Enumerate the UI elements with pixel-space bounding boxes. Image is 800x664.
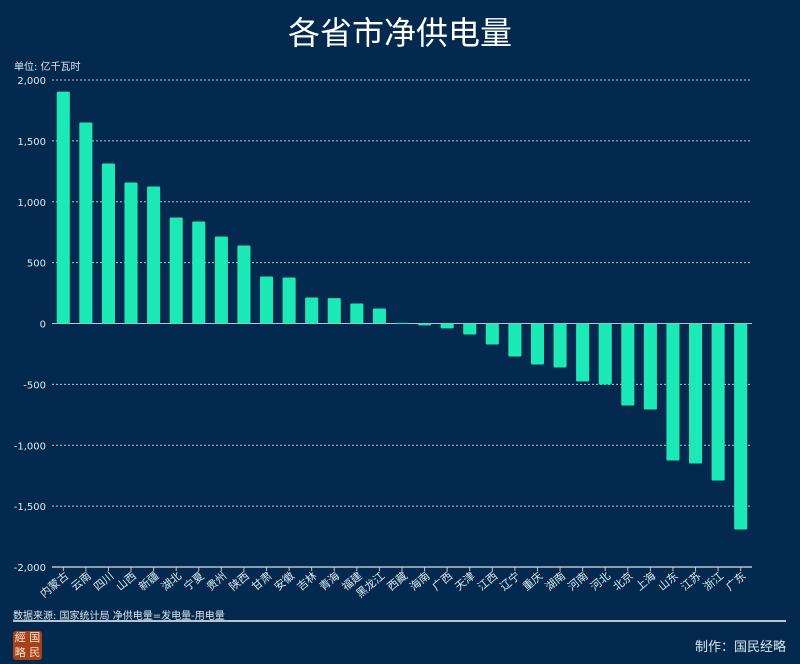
y-tick-label: -1,000 [14, 441, 46, 452]
footer-divider [13, 620, 786, 622]
y-tick-label: 0 [40, 320, 46, 331]
x-tick-label: 江西 [475, 569, 500, 593]
x-tick-label: 安徽 [271, 569, 297, 594]
x-tick-label: 北京 [610, 569, 636, 594]
bar [305, 297, 319, 324]
bar [192, 221, 206, 324]
x-tick-label: 海南 [407, 569, 433, 594]
x-tick-label: 湖北 [159, 569, 184, 593]
x-tick-label: 天津 [452, 569, 477, 593]
bar [169, 217, 183, 324]
bar [689, 323, 703, 464]
bar [440, 323, 454, 329]
bar [643, 323, 657, 410]
bar [418, 323, 432, 326]
y-tick-label: 1,000 [17, 198, 46, 209]
bar [282, 277, 296, 324]
bar [463, 323, 477, 335]
y-tick-label: 500 [27, 259, 46, 270]
x-tick-label: 山东 [656, 569, 681, 593]
bar [734, 323, 748, 530]
bar [56, 91, 70, 324]
y-tick-label: -2,000 [14, 563, 46, 574]
bar [576, 323, 590, 382]
bar [101, 163, 115, 324]
bar [485, 323, 499, 345]
x-tick-label: 河北 [588, 569, 613, 593]
y-tick-label: 1,500 [17, 137, 46, 148]
bar [350, 303, 364, 324]
x-tick-label: 辽宁 [497, 569, 523, 594]
x-tick-label: 新疆 [136, 569, 162, 594]
x-tick-label: 山西 [114, 569, 139, 593]
x-tick-label: 上海 [632, 569, 658, 594]
source-note: 数据来源: 国家统计局 净供电量=发电量-用电量 [13, 611, 225, 622]
x-tick-label: 浙江 [701, 569, 726, 593]
bar [621, 323, 635, 406]
y-tick-label: -1,500 [14, 502, 46, 513]
x-tick-label: 西藏 [385, 569, 410, 593]
bar [666, 323, 680, 461]
bar [530, 323, 545, 365]
x-tick-label: 云南 [69, 569, 94, 593]
bar [553, 323, 567, 368]
x-tick-label: 广西 [430, 569, 455, 593]
x-tick-label: 贵州 [204, 569, 229, 593]
y-axis-label: 单位: 亿千瓦时 [14, 62, 81, 73]
bar [372, 308, 386, 324]
y-tick-label: -500 [23, 380, 46, 391]
bar [124, 182, 138, 324]
x-tick-label: 江苏 [678, 569, 703, 593]
x-tick-label: 甘肃 [249, 569, 274, 593]
x-tick-label: 重庆 [520, 569, 546, 594]
x-tick-label: 吉林 [294, 569, 320, 594]
x-tick-label: 湖南 [543, 569, 568, 593]
bar [237, 245, 251, 324]
chart-title: 各省市净供电量 [287, 14, 512, 52]
x-tick-label: 河南 [565, 569, 590, 593]
bar [508, 323, 522, 357]
bar [711, 323, 725, 481]
logo-seal: 經国略民 [13, 631, 42, 660]
bar [327, 298, 341, 324]
bar [79, 122, 93, 324]
x-tick-label: 广东 [723, 569, 748, 593]
x-tick-label: 青海 [316, 569, 342, 594]
x-tick-label: 四川 [91, 569, 116, 593]
credit: 制作：国民经略 [694, 640, 786, 655]
y-tick-label: 2,000 [17, 76, 46, 87]
bar [259, 276, 274, 324]
bar-chart: 2,000 1,500 1,000 500 0 -500 -1,000 -1,500 -2,00… [14, 76, 752, 600]
bar [598, 323, 612, 385]
bar [147, 186, 161, 324]
x-tick-label: 陕西 [226, 569, 252, 594]
bar [214, 236, 228, 324]
bar [395, 322, 409, 324]
x-tick-label: 宁夏 [181, 569, 207, 594]
